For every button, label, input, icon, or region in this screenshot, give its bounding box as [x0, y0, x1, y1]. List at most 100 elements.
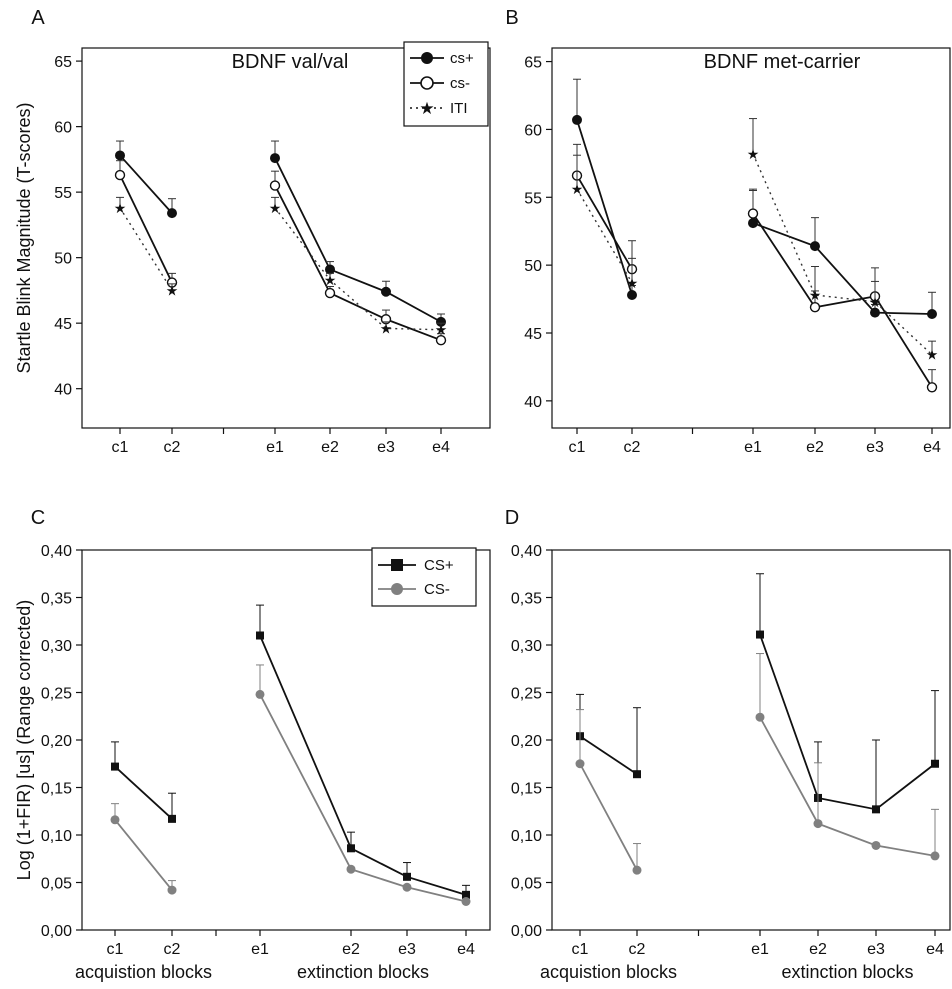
y-tick-label: 40	[524, 394, 542, 411]
y-tick-label: 65	[524, 55, 542, 72]
series-line	[759, 634, 936, 811]
plot-frame	[81, 47, 491, 429]
data-point: ★	[435, 322, 448, 338]
x-tick-label: c2	[629, 941, 646, 958]
x-group-label-acquisition: acquistion blocks	[540, 962, 677, 982]
series-line	[274, 157, 442, 323]
y-axis-title: Log (1+FIR) [us] (Range corrected)	[14, 600, 34, 881]
data-point	[627, 290, 637, 300]
data-point: ★	[114, 200, 127, 216]
y-tick-label: 65	[54, 54, 72, 71]
legend-label: CS+	[424, 557, 454, 574]
panel-title: BDNF met-carrier	[704, 51, 861, 73]
panel-letter: C	[31, 507, 45, 529]
data-point	[747, 208, 759, 219]
y-tick-label: 45	[54, 316, 72, 333]
series-line	[579, 763, 638, 871]
y-tick-label: 60	[54, 120, 72, 137]
series-line	[119, 207, 173, 291]
panel-letter: B	[505, 7, 518, 29]
series-line	[579, 735, 638, 775]
y-tick-label: 0,40	[511, 543, 542, 560]
y-tick-label: 55	[54, 185, 72, 202]
plot-frame	[551, 47, 951, 429]
data-point: ★	[809, 287, 822, 303]
y-tick-label: 60	[524, 122, 542, 139]
x-tick-label: c2	[164, 439, 181, 456]
data-point	[755, 712, 765, 722]
y-tick-label: 0,40	[41, 543, 72, 560]
data-point	[111, 762, 119, 771]
y-tick-label: 0,15	[41, 781, 72, 798]
y-tick-label: 0,05	[511, 876, 542, 893]
x-tick-label: e4	[432, 439, 450, 456]
plot-frame	[81, 549, 491, 931]
data-point	[872, 805, 880, 814]
legend-box	[403, 41, 489, 127]
series-line	[259, 635, 467, 896]
y-axis-title: Startle Blink Magnitude (T-scores)	[14, 102, 34, 373]
series-line	[576, 175, 633, 270]
x-tick-label: e4	[923, 439, 941, 456]
series-line	[576, 188, 633, 284]
y-tick-label: 45	[524, 326, 542, 343]
series-line	[576, 119, 633, 296]
data-point	[572, 114, 582, 125]
data-point	[115, 150, 125, 161]
y-tick-label: 0,35	[511, 591, 542, 608]
series-line	[274, 207, 442, 331]
x-tick-label: e1	[751, 941, 769, 958]
data-point: ★	[626, 275, 639, 291]
y-tick-label: 50	[524, 258, 542, 275]
data-point: ★	[747, 146, 760, 162]
data-point	[346, 864, 356, 874]
x-tick-label: e3	[398, 941, 416, 958]
y-tick-label: 50	[54, 251, 72, 268]
x-tick-label: e1	[251, 941, 269, 958]
series-line	[752, 153, 933, 356]
legend-marker	[391, 559, 403, 571]
x-tick-label: e2	[342, 941, 360, 958]
data-point	[402, 882, 412, 892]
x-tick-label: c1	[572, 941, 589, 958]
x-tick-label: c2	[164, 941, 181, 958]
data-point	[168, 814, 176, 823]
legend-marker	[391, 583, 403, 595]
data-point: ★	[869, 294, 882, 310]
series-line	[119, 154, 173, 214]
x-tick-label: e4	[457, 941, 475, 958]
y-tick-label: 0,30	[511, 638, 542, 655]
x-tick-label: c1	[112, 439, 129, 456]
data-point	[347, 844, 355, 853]
x-tick-label: e3	[867, 941, 885, 958]
y-tick-label: 0,10	[41, 828, 72, 845]
y-tick-label: 0,05	[41, 876, 72, 893]
y-tick-label: 0,20	[41, 733, 72, 750]
data-point	[435, 335, 447, 346]
series-line	[119, 174, 173, 283]
y-tick-label: 0,30	[41, 638, 72, 655]
data-point: ★	[166, 282, 179, 298]
data-point	[930, 851, 940, 861]
x-group-label-extinction: extinction blocks	[781, 962, 913, 982]
data-point: ★	[571, 181, 584, 197]
y-tick-label: 55	[524, 190, 542, 207]
y-tick-label: 0,15	[511, 781, 542, 798]
x-tick-label: c1	[107, 941, 124, 958]
x-tick-label: c1	[569, 439, 586, 456]
legend-marker	[420, 76, 434, 90]
data-point	[871, 840, 881, 850]
series-line	[752, 213, 933, 388]
legend-marker: ★	[419, 99, 434, 118]
data-point	[931, 759, 939, 768]
x-tick-label: e3	[377, 439, 395, 456]
series-line	[114, 765, 173, 820]
panel-letter: D	[505, 507, 519, 529]
data-point: ★	[380, 320, 393, 336]
x-tick-label: e2	[806, 439, 824, 456]
x-group-label-acquisition: acquistion blocks	[75, 962, 212, 982]
data-point	[114, 169, 126, 181]
data-point: ★	[324, 272, 337, 288]
data-point	[167, 885, 177, 895]
